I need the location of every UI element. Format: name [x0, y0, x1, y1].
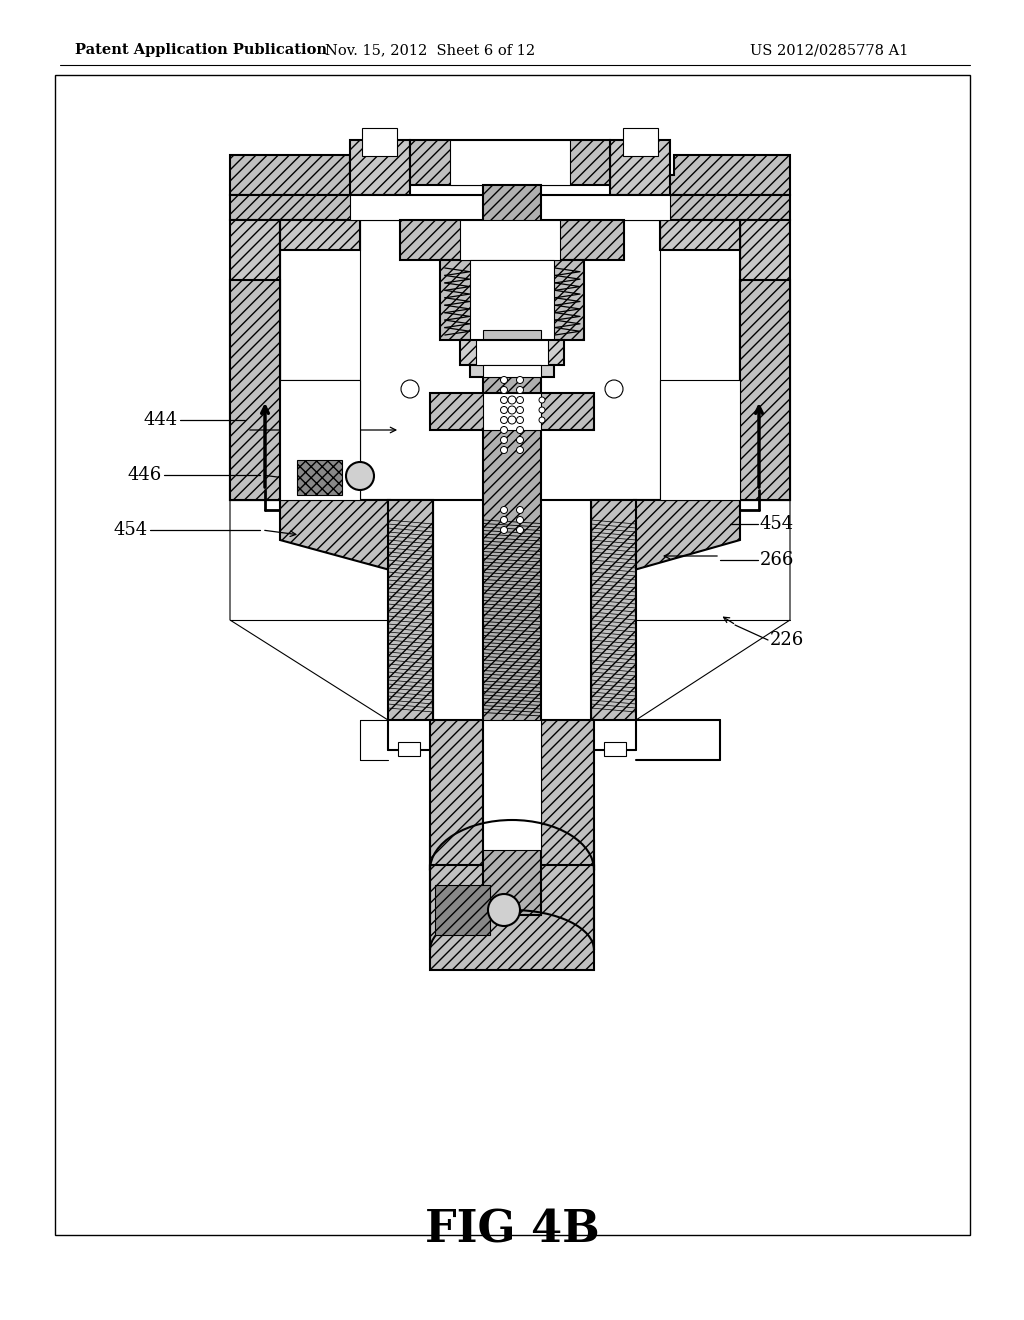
Circle shape	[501, 516, 508, 524]
Circle shape	[516, 437, 523, 444]
Circle shape	[401, 380, 419, 399]
Circle shape	[501, 417, 508, 424]
Bar	[230, 220, 280, 500]
Circle shape	[508, 407, 516, 414]
Bar	[483, 366, 541, 378]
Bar	[470, 260, 554, 341]
Circle shape	[508, 416, 516, 424]
Bar	[460, 341, 564, 366]
Bar	[660, 220, 740, 249]
Circle shape	[501, 507, 508, 513]
Bar	[483, 185, 541, 915]
Bar	[400, 220, 624, 260]
Text: 266: 266	[760, 550, 795, 569]
Text: Nov. 15, 2012  Sheet 6 of 12: Nov. 15, 2012 Sheet 6 of 12	[325, 44, 536, 57]
Bar	[460, 220, 560, 260]
Bar	[483, 330, 541, 341]
Text: 226: 226	[770, 631, 804, 649]
Bar	[398, 742, 420, 756]
Bar	[476, 341, 548, 366]
Bar	[280, 380, 360, 500]
Bar	[362, 128, 397, 156]
Circle shape	[516, 426, 523, 433]
Polygon shape	[625, 154, 790, 195]
Circle shape	[516, 527, 523, 533]
Bar	[388, 500, 433, 719]
Bar	[740, 220, 790, 500]
Polygon shape	[230, 154, 375, 195]
Bar	[430, 393, 594, 430]
Text: FIG 4B: FIG 4B	[425, 1209, 599, 1251]
Circle shape	[346, 462, 374, 490]
Circle shape	[516, 387, 523, 393]
Bar	[280, 220, 360, 249]
Text: 444: 444	[144, 411, 178, 429]
Circle shape	[501, 446, 508, 454]
Bar	[297, 459, 342, 495]
Bar	[430, 865, 594, 970]
Circle shape	[501, 407, 508, 413]
Polygon shape	[483, 341, 541, 360]
Bar	[350, 195, 670, 220]
Bar	[604, 742, 626, 756]
Polygon shape	[634, 500, 740, 570]
Bar	[483, 393, 541, 430]
Bar	[230, 280, 280, 500]
Polygon shape	[280, 500, 390, 570]
Bar	[430, 719, 594, 870]
Circle shape	[501, 376, 508, 384]
Circle shape	[516, 376, 523, 384]
Circle shape	[501, 387, 508, 393]
Bar	[230, 195, 790, 220]
Text: 454: 454	[760, 515, 795, 533]
Circle shape	[516, 446, 523, 454]
Text: 446: 446	[128, 466, 162, 484]
Bar	[410, 140, 610, 185]
Bar	[623, 128, 658, 156]
Bar	[483, 719, 541, 850]
Bar	[740, 280, 790, 500]
Circle shape	[501, 527, 508, 533]
Bar	[55, 75, 970, 1236]
Circle shape	[539, 417, 545, 422]
Text: 454: 454	[114, 521, 148, 539]
Circle shape	[539, 397, 545, 403]
Bar	[450, 140, 570, 185]
Circle shape	[516, 417, 523, 424]
Bar	[660, 380, 740, 500]
Bar	[591, 500, 636, 719]
Text: Patent Application Publication: Patent Application Publication	[75, 44, 327, 57]
Circle shape	[508, 396, 516, 404]
Circle shape	[488, 894, 520, 927]
Circle shape	[516, 516, 523, 524]
Circle shape	[501, 396, 508, 404]
Bar	[440, 260, 584, 341]
Circle shape	[516, 396, 523, 404]
Circle shape	[605, 380, 623, 399]
Circle shape	[516, 407, 523, 413]
Circle shape	[501, 437, 508, 444]
Bar	[610, 140, 670, 195]
Bar	[435, 884, 490, 935]
Circle shape	[539, 407, 545, 413]
Text: US 2012/0285778 A1: US 2012/0285778 A1	[750, 44, 908, 57]
Bar	[350, 140, 410, 195]
Circle shape	[516, 507, 523, 513]
Circle shape	[501, 426, 508, 433]
Bar	[470, 366, 554, 378]
